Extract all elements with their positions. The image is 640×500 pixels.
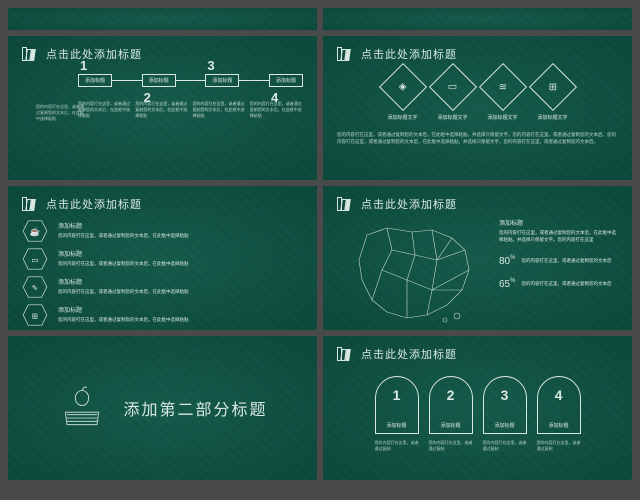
svg-text:✎: ✎ <box>32 283 38 292</box>
percentage-2: 65% <box>499 277 515 292</box>
china-map-icon <box>337 220 487 330</box>
percentage-1: 80% <box>499 254 515 269</box>
map-subtitle: 添加标题 <box>499 220 618 229</box>
list-item: ▭ 添加标题您的内容打在这里，或者通过复制您的文本后，在此框中选择粘贴 <box>22 248 303 270</box>
list-item: ☕ 添加标题您的内容打在这里，或者通过复制您的文本后，在此框中选择粘贴 <box>22 220 303 242</box>
books-icon <box>337 47 355 61</box>
hexagon-icon: ⊞ <box>22 304 48 326</box>
section-title: 添加第二部分标题 <box>123 396 267 420</box>
diamond-item: ▭ <box>428 63 476 111</box>
arch-row: 1添加标题 2添加标题 3添加标题 4添加标题 <box>337 376 618 434</box>
list-item: ✎ 添加标题您的内容打在这里，或者通过复制您的文本后，在此框中选择粘贴 <box>22 276 303 298</box>
slide-section: 添加第二部分标题 <box>8 336 317 480</box>
slide-title: 点击此处添加标题 <box>361 46 457 62</box>
books-icon <box>22 47 40 61</box>
slide-partial-1 <box>8 8 317 30</box>
books-icon <box>22 197 40 211</box>
diamond-item: ≋ <box>478 63 526 111</box>
map-desc: 您的内容打在这里，或者通过复制您的文本后，在此框中选择粘贴，并选择只保留文字。您… <box>499 230 618 244</box>
slide-title: 点击此处添加标题 <box>361 346 457 362</box>
slide-timeline: 点击此处添加标题 您的内容打在这里，或者通过复制您的文本后，在此框中选择粘贴 1… <box>8 36 317 180</box>
svg-text:☕: ☕ <box>30 226 41 236</box>
hexagon-icon: ▭ <box>22 248 48 270</box>
arch-item: 1添加标题 <box>375 376 419 434</box>
list-item: ⊞ 添加标题您的内容打在这里，或者通过复制您的文本后，在此框中选择粘贴 <box>22 304 303 326</box>
diamond-row: ◈ ▭ ≋ ⊞ <box>337 70 618 104</box>
slide-diamonds: 点击此处添加标题 ◈ ▭ ≋ ⊞ 添加标题文字 添加标题文字 添加标题文字 添加… <box>323 36 632 180</box>
hexagon-icon: ✎ <box>22 276 48 298</box>
hexagon-icon: ☕ <box>22 220 48 242</box>
slide-partial-2 <box>323 8 632 30</box>
arch-item: 2添加标题 <box>429 376 473 434</box>
diamond-item: ⊞ <box>528 63 576 111</box>
slide-grid: 点击此处添加标题 您的内容打在这里，或者通过复制您的文本后，在此框中选择粘贴 1… <box>0 0 640 500</box>
apple-books-icon <box>57 383 107 433</box>
timeline: 1添加标题 2添加标题 3添加标题 4添加标题 <box>78 74 303 87</box>
books-icon <box>337 347 355 361</box>
diamond-item: ◈ <box>378 63 426 111</box>
slide-title: 点击此处添加标题 <box>46 46 142 62</box>
slide-title: 点击此处添加标题 <box>361 196 457 212</box>
arch-item: 3添加标题 <box>483 376 527 434</box>
svg-text:▭: ▭ <box>31 255 38 264</box>
arch-item: 4添加标题 <box>537 376 581 434</box>
slide-map: 点击此处添加标题 添加标题 您的内容打在这里，或者通过复制您的文本后，在此框中选… <box>323 186 632 330</box>
side-description: 您的内容打在这里，或者通过复制您的文本后，在此框中选择粘贴 <box>36 104 84 122</box>
slide-title: 点击此处添加标题 <box>46 196 142 212</box>
svg-text:⊞: ⊞ <box>32 311 38 320</box>
books-icon <box>337 197 355 211</box>
slide-hexlist: 点击此处添加标题 ☕ 添加标题您的内容打在这里，或者通过复制您的文本后，在此框中… <box>8 186 317 330</box>
paragraph: 您的内容打在这里，或者通过复制您的文本后，在此框中选择粘贴，并选择只保留文字。您… <box>337 131 618 145</box>
slide-arches: 点击此处添加标题 1添加标题 2添加标题 3添加标题 4添加标题 您的内容打在这… <box>323 336 632 480</box>
